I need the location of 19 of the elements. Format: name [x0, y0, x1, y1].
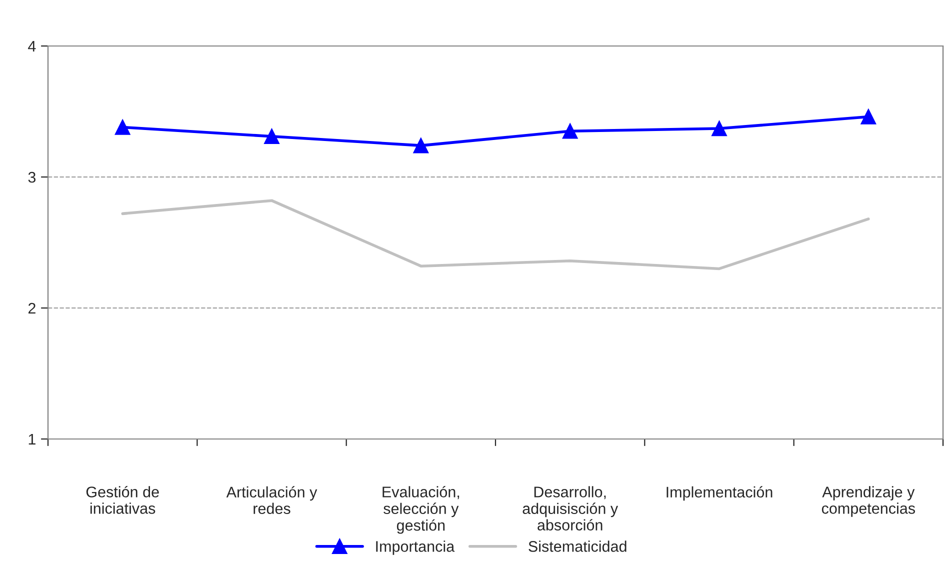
point — [114, 120, 130, 135]
legend-label: Importancia — [376, 540, 455, 555]
legend-label: Sistematicidad — [528, 540, 626, 552]
point — [264, 128, 280, 144]
point — [413, 138, 429, 154]
y-tick-label: 3 — [28, 172, 36, 183]
point — [712, 120, 727, 136]
x-tick-label: Aprendizaje y competencias — [822, 486, 915, 517]
line-series — [121, 199, 870, 270]
x-tick-label: Implementación — [666, 486, 772, 501]
point — [562, 124, 578, 139]
y-tick-label: 4 — [28, 41, 36, 52]
x-tick-label: Articulación y redes — [226, 486, 318, 514]
point — [860, 109, 876, 124]
y-tick-label: 2 — [28, 302, 36, 314]
x-tick-label: Gestión de iniciativas — [86, 486, 159, 514]
y-tick-label: 1 — [28, 434, 36, 445]
x-tick-label: Evaluación, selección y gestión — [382, 486, 460, 534]
x-tick-label: Desarrollo, adquisisción y absorción — [522, 486, 618, 531]
